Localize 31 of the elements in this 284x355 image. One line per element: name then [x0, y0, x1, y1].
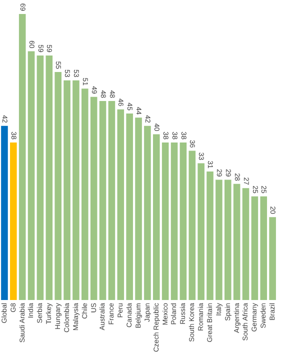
bar	[135, 118, 142, 300]
bar	[216, 180, 222, 300]
bar	[242, 188, 250, 300]
bar	[233, 184, 240, 300]
bar	[18, 14, 26, 300]
bar	[224, 180, 232, 300]
bar	[144, 126, 151, 300]
bar	[269, 217, 276, 300]
bar	[108, 101, 116, 300]
bar	[170, 142, 178, 300]
bar	[36, 55, 44, 300]
bar	[54, 72, 62, 300]
bar	[90, 96, 98, 300]
bar	[152, 134, 160, 300]
bar	[251, 196, 258, 300]
bar	[82, 88, 88, 300]
bar	[46, 55, 53, 300]
bar	[64, 80, 70, 300]
bar	[126, 113, 133, 300]
bar	[72, 80, 80, 300]
bar	[188, 150, 196, 300]
bar	[180, 142, 187, 300]
bar	[117, 109, 124, 300]
bar	[206, 171, 214, 300]
bar	[10, 142, 17, 300]
bar	[162, 142, 169, 300]
bar	[28, 51, 35, 300]
bar	[260, 196, 268, 300]
bar	[99, 101, 106, 300]
bar	[1, 126, 8, 300]
bar	[198, 163, 204, 300]
